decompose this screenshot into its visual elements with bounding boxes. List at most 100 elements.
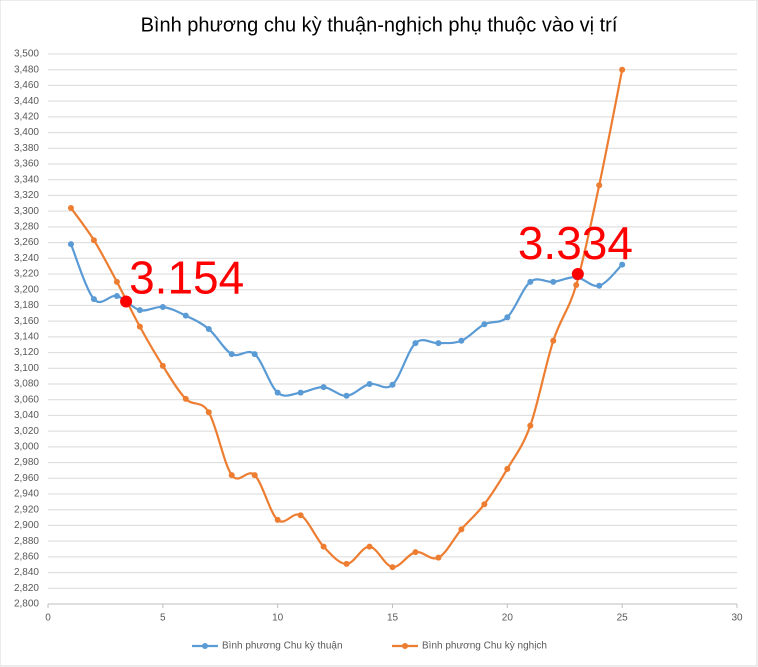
y-tick-label: 3,140 [14,331,39,342]
data-point [205,409,212,416]
x-tick-label: 20 [502,613,514,624]
x-tick-label: 15 [387,613,399,624]
data-point [297,389,304,396]
data-point [205,326,212,332]
data-point [504,465,511,472]
annotation-label: 3.154 [129,252,244,304]
legend-label: Bình phương Chu kỳ thuận [222,641,343,652]
y-tick-label: 2,920 [14,504,39,515]
x-tick-label: 25 [617,613,629,624]
y-tick-label: 3,420 [14,111,39,122]
y-tick-label: 3,120 [14,347,39,358]
data-point [458,526,465,533]
y-tick-label: 2,940 [14,489,39,500]
data-point [228,472,235,479]
data-point [67,241,74,248]
legend-label: Bình phương Chu kỳ nghịch [422,641,547,652]
y-tick-label: 3,320 [14,190,39,201]
data-point [366,381,373,387]
y-tick-label: 3,340 [14,174,39,185]
y-tick-label: 3,020 [14,426,39,437]
data-point [573,282,580,288]
data-point [596,182,603,189]
y-tick-label: 2,860 [14,551,39,562]
data-point [366,543,373,550]
data-point [182,395,189,402]
data-point [527,422,534,429]
data-point [228,351,235,358]
data-point [412,549,419,556]
data-point [504,314,511,321]
data-point [412,340,419,347]
x-tick-label: 0 [45,613,51,624]
y-tick-label: 2,900 [14,520,39,531]
y-tick-label: 3,000 [14,441,39,452]
y-tick-label: 3,100 [14,363,39,374]
data-point [458,337,465,344]
data-point [596,282,603,289]
data-point [182,312,189,319]
annotation-point [120,295,133,308]
data-point [297,512,304,519]
data-point [343,392,350,399]
y-tick-label: 3,380 [14,143,39,154]
y-tick-label: 3,200 [14,284,39,295]
data-point [159,362,166,369]
x-tick-label: 5 [160,613,166,624]
y-tick-label: 3,400 [14,127,39,138]
data-point [619,66,626,73]
data-point [90,237,97,244]
y-tick-label: 3,040 [14,410,39,421]
y-tick-label: 2,980 [14,457,39,468]
data-point [527,278,534,285]
data-point [67,205,74,211]
data-point [159,304,166,310]
data-point [389,381,396,388]
x-tick-label: 10 [272,613,284,624]
y-tick-label: 3,480 [14,64,39,75]
data-point [251,472,258,479]
y-tick-label: 2,880 [14,536,39,547]
data-point [274,516,281,523]
data-point [435,340,442,347]
data-point [113,278,120,285]
y-tick-label: 3,300 [14,206,39,217]
data-point [550,278,557,285]
x-tick-label: 30 [731,613,743,624]
y-tick-label: 3,080 [14,379,39,390]
data-point [113,293,120,299]
y-tick-label: 3,160 [14,316,39,327]
y-tick-label: 2,840 [14,567,39,578]
y-tick-label: 3,500 [14,49,39,60]
annotation-label: 3.334 [518,217,633,269]
y-tick-label: 3,360 [14,159,39,170]
legend-marker [402,643,408,649]
y-tick-label: 3,180 [14,300,39,311]
y-tick-label: 3,440 [14,96,39,107]
data-point [320,543,327,550]
data-point [90,296,97,303]
data-point [343,560,350,567]
data-point [619,261,626,268]
y-tick-label: 2,820 [14,583,39,594]
y-tick-label: 3,240 [14,253,39,264]
data-point [136,307,143,314]
chart-title: Bình phương chu kỳ thuận-nghịch phụ thuộ… [141,14,618,36]
y-tick-label: 3,220 [14,269,39,280]
y-tick-label: 2,960 [14,473,39,484]
data-point [389,564,396,571]
data-point [136,323,143,330]
data-point [481,501,488,508]
y-tick-label: 3,460 [14,80,39,91]
y-tick-label: 3,060 [14,394,39,405]
y-tick-label: 2,800 [14,599,39,610]
data-point [435,554,442,561]
data-point [320,384,327,391]
data-point [481,321,488,328]
y-tick-label: 3,280 [14,221,39,232]
data-point [251,351,258,358]
y-tick-label: 3,260 [14,237,39,248]
data-point [274,389,281,396]
